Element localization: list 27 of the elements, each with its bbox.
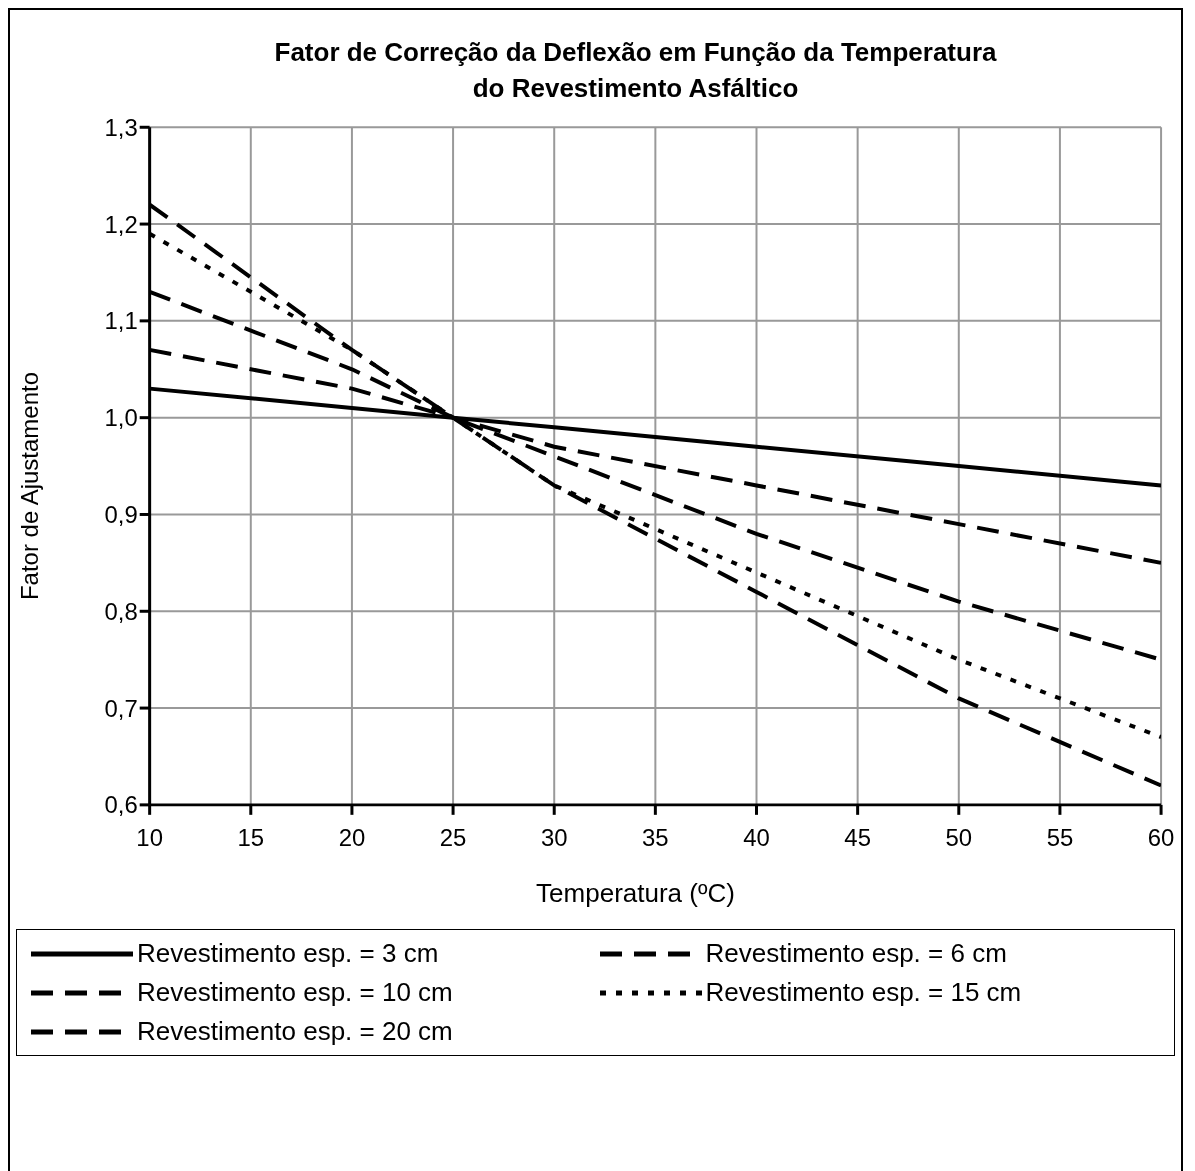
x-tick-label: 55	[1046, 823, 1074, 851]
y-tick-label: 1,0	[104, 404, 138, 432]
x-tick-label: 45	[844, 823, 871, 851]
x-tick-label: 15	[237, 823, 265, 851]
legend-label: Revestimento esp. = 3 cm	[137, 938, 439, 969]
y-tick-label: 1,1	[104, 307, 138, 335]
x-tick-label: 60	[1147, 823, 1175, 851]
y-tick-label: 0,8	[104, 597, 138, 625]
chart-title: Fator de Correção da Deflexão em Função da Temperatura do Revestimento Asfáltico	[273, 36, 998, 105]
x-tick-label: 35	[642, 823, 669, 851]
legend-label: Revestimento esp. = 6 cm	[705, 938, 1007, 969]
y-tick-label: 1,2	[104, 210, 138, 238]
y-tick-label: 0,6	[104, 791, 138, 819]
y-tick-label: 0,9	[104, 500, 138, 528]
y-axis-title: Fator de Ajustamento	[16, 371, 44, 601]
x-axis-title: Temperatura (ºC)	[535, 878, 736, 909]
legend-label: Revestimento esp. = 15 cm	[705, 977, 1022, 1008]
x-tick-label: 10	[136, 823, 163, 851]
legend-label: Revestimento esp. = 10 cm	[137, 977, 453, 1008]
x-tick-label: 50	[945, 823, 973, 851]
x-tick-label: 25	[439, 823, 467, 851]
x-tick-label: 30	[540, 823, 568, 851]
y-tick-label: 1,3	[104, 113, 138, 141]
x-tick-label: 40	[743, 823, 770, 851]
x-tick-label: 20	[338, 823, 366, 851]
y-tick-label: 0,7	[104, 694, 138, 722]
legend-label: Revestimento esp. = 20 cm	[137, 1016, 453, 1047]
